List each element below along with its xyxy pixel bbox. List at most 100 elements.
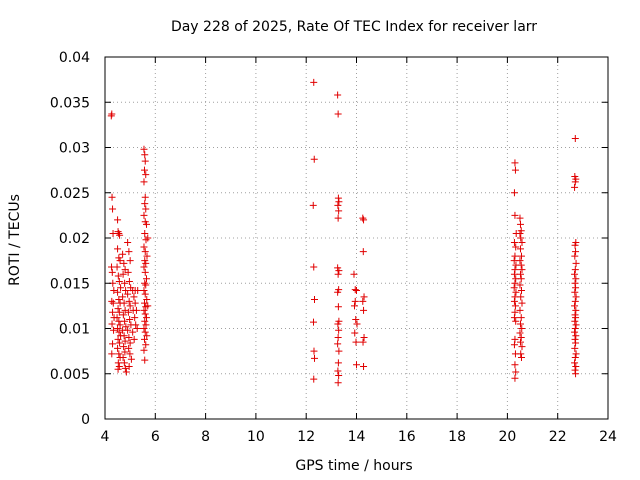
data-point — [140, 145, 148, 153]
data-point — [142, 275, 150, 283]
data-point — [144, 302, 152, 310]
data-point — [116, 321, 124, 329]
data-point — [571, 183, 579, 191]
data-point — [108, 297, 116, 305]
data-point — [516, 329, 524, 337]
data-point — [126, 315, 134, 323]
data-point — [113, 314, 121, 322]
data-point — [108, 268, 116, 276]
x-tick-label: 6 — [151, 429, 160, 445]
data-point — [517, 261, 525, 269]
data-point — [109, 299, 117, 307]
x-axis-ticks: 4 6 8 10 12 14 16 18 20 22 24 — [101, 57, 617, 445]
data-point — [140, 306, 148, 314]
data-point — [132, 306, 140, 314]
data-point — [572, 259, 580, 267]
data-point — [116, 231, 124, 239]
data-point — [141, 248, 149, 256]
data-point — [351, 329, 359, 337]
data-point — [353, 361, 360, 369]
data-point — [311, 354, 318, 362]
data-point — [125, 297, 133, 305]
data-point — [114, 288, 122, 296]
data-point — [352, 315, 360, 323]
data-point — [512, 243, 520, 251]
data-point — [119, 250, 127, 258]
data-point — [517, 286, 525, 294]
data-point — [571, 134, 579, 142]
data-point — [114, 365, 122, 373]
x-tick-label: 24 — [599, 429, 617, 445]
data-point — [141, 310, 149, 318]
data-point — [310, 155, 318, 163]
data-point — [571, 328, 579, 336]
data-point — [122, 286, 130, 294]
data-point — [511, 159, 519, 167]
data-point — [114, 305, 122, 313]
data-point — [511, 266, 519, 274]
data-point — [517, 350, 525, 358]
data-point — [571, 297, 579, 305]
data-point — [114, 335, 122, 343]
data-point — [334, 320, 342, 328]
data-point — [516, 338, 524, 346]
data-point — [127, 355, 135, 363]
data-point — [134, 286, 142, 294]
data-point — [516, 214, 524, 222]
data-point — [310, 347, 318, 355]
x-tick-label: 22 — [549, 429, 567, 445]
data-point — [510, 297, 518, 305]
data-point — [120, 359, 128, 367]
data-point — [334, 201, 342, 209]
data-point — [572, 332, 580, 340]
data-point — [143, 252, 151, 260]
data-point — [517, 353, 525, 361]
data-point — [510, 284, 518, 292]
x-tick-label: 4 — [101, 429, 110, 445]
data-point — [108, 350, 116, 358]
data-point — [359, 248, 367, 256]
data-point — [571, 366, 579, 374]
data-point — [311, 296, 318, 304]
data-point — [334, 91, 342, 99]
data-point — [571, 317, 579, 325]
data-point — [571, 270, 579, 278]
data-point — [141, 328, 149, 336]
data-point — [335, 207, 343, 215]
data-point — [516, 220, 524, 228]
data-point — [572, 314, 580, 322]
data-point — [125, 344, 133, 352]
data-point — [141, 229, 149, 237]
data-point — [144, 234, 152, 242]
data-point — [360, 306, 368, 314]
data-point — [107, 112, 115, 120]
data-point — [571, 359, 579, 367]
data-point — [114, 216, 122, 224]
data-point — [511, 361, 519, 369]
data-point — [518, 266, 526, 274]
y-axis-ticks: 0 0.005 0.01 0.015 0.02 0.025 0.03 0.035 0.04 — [50, 50, 608, 428]
x-tick-label: 12 — [297, 429, 315, 445]
data-point — [108, 320, 116, 328]
data-point — [351, 286, 359, 294]
data-point — [110, 286, 118, 294]
data-point — [571, 252, 579, 260]
data-point — [309, 201, 317, 209]
data-point — [310, 375, 318, 383]
data-point — [130, 335, 138, 343]
data-point — [122, 323, 130, 331]
data-point — [516, 320, 524, 328]
data-point — [310, 263, 318, 271]
data-point — [518, 239, 526, 247]
data-point — [124, 290, 132, 298]
data-point — [115, 296, 123, 304]
data-point — [511, 335, 519, 343]
data-point — [571, 266, 579, 274]
data-point — [142, 236, 150, 244]
y-axis-label: ROTI / TECUs — [7, 194, 23, 286]
data-point — [571, 288, 579, 296]
data-point — [129, 328, 137, 336]
data-point — [108, 110, 116, 118]
data-point — [140, 325, 148, 332]
data-point — [142, 220, 150, 228]
